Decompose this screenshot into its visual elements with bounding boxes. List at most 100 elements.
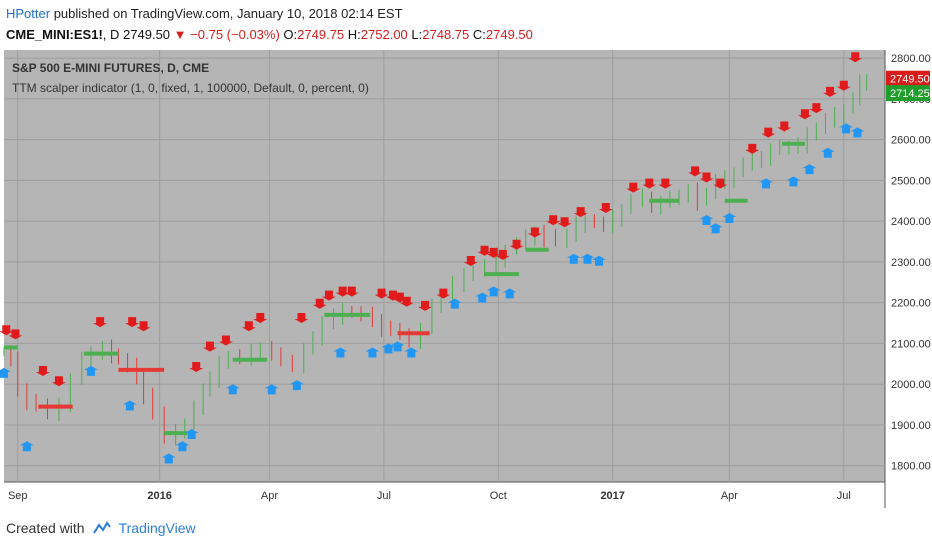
sell-arrow-icon: [93, 317, 108, 328]
x-tick-label: 2016: [147, 490, 171, 502]
open-label: O:: [283, 27, 298, 42]
chart-subtitle: TTM scalper indicator (1, 0, fixed, 1, 1…: [12, 81, 369, 95]
sell-arrow-icon: [809, 103, 824, 114]
close-label: C:: [472, 27, 486, 42]
close-value: 2749.50: [485, 27, 533, 42]
buy-arrow-icon: [264, 384, 279, 395]
buy-arrow-icon: [122, 400, 137, 411]
x-tick-label: Sep: [8, 490, 28, 502]
sell-arrow-icon: [436, 288, 451, 299]
sell-arrow-icon: [823, 86, 838, 97]
buy-arrow-icon: [381, 343, 396, 354]
x-tick-label: Jul: [377, 490, 391, 502]
sell-arrow-icon: [486, 247, 501, 258]
price-tags: 2749.50 2714.25: [886, 70, 930, 102]
sell-arrow-icon: [218, 335, 233, 346]
y-tick-label: 2800.00: [891, 53, 931, 65]
stop-price-tag-label: 2714.25: [890, 88, 930, 100]
stop-price-tag-box: [886, 85, 930, 102]
symbol-name: CME_MINI:ES1!: [6, 27, 103, 42]
sell-arrow-icon: [136, 321, 151, 332]
sell-arrow-icon: [477, 245, 492, 256]
tradingview-logo-icon: [92, 521, 111, 534]
sell-arrow-icon: [658, 178, 673, 189]
chart-container[interactable]: 2800.002700.002600.002500.002400.002300.…: [0, 48, 932, 508]
sell-arrow-icon: [836, 80, 851, 91]
sell-arrow-icon: [573, 207, 588, 218]
buy-arrow-icon: [486, 286, 501, 297]
sell-arrow-icon: [418, 300, 433, 311]
last-price-tag-box: [886, 70, 930, 87]
x-tick-label: Jul: [837, 490, 851, 502]
price-bars: [3, 74, 868, 446]
sell-arrow-icon: [294, 313, 309, 324]
x-tick-label: Apr: [261, 490, 278, 502]
sell-arrow-icon: [344, 286, 359, 297]
buy-arrow-icon: [839, 123, 854, 134]
sell-arrow-icon: [8, 329, 23, 340]
x-axis: Sep2016AprJulOct2017AprJulOct2018: [8, 490, 851, 502]
created-with-text: Created with: [6, 520, 85, 536]
low-label: L:: [411, 27, 423, 42]
author-link[interactable]: HPotter: [6, 6, 51, 21]
sell-arrow-icon: [335, 286, 350, 297]
y-axis: 2800.002700.002600.002500.002400.002300.…: [891, 53, 931, 473]
sell-arrow-icon: [0, 325, 14, 336]
plot-background: [4, 50, 885, 482]
buy-arrow-icon: [759, 178, 774, 189]
sell-arrow-icon: [713, 178, 728, 189]
y-tick-label: 2000.00: [891, 379, 931, 391]
buy-arrow-icon: [365, 347, 380, 358]
sell-arrow-icon: [546, 215, 561, 226]
buy-arrow-icon: [447, 298, 462, 309]
sell-arrow-icon: [699, 172, 714, 183]
sell-arrow-icon: [777, 121, 792, 132]
chart-title: S&P 500 E-MINI FUTURES, D, CME: [12, 61, 209, 75]
x-axis-strip: [4, 482, 885, 508]
sell-arrow-icon: [626, 182, 641, 193]
sell-arrow-icon: [189, 361, 204, 372]
buy-arrow-icon: [83, 365, 98, 376]
open-value: 2749.75: [297, 27, 345, 42]
buy-arrow-icon: [175, 441, 190, 452]
buy-arrow-icon: [225, 384, 240, 395]
sell-arrow-icon: [745, 143, 760, 154]
buy-arrow-icon: [404, 347, 419, 358]
sell-arrow-icon: [253, 313, 268, 324]
y-tick-label: 1900.00: [891, 420, 931, 432]
y-tick-label: 2300.00: [891, 257, 931, 269]
buy-arrow-icon: [820, 147, 835, 158]
sell-arrow-icon: [848, 52, 863, 63]
price-chart[interactable]: 2800.002700.002600.002500.002400.002300.…: [0, 48, 932, 508]
x-tick-label: Apr: [721, 490, 738, 502]
sell-arrow-icon: [509, 239, 524, 250]
signal-arrows: [0, 52, 865, 464]
buy-arrow-icon: [390, 341, 405, 352]
grid-lines: [4, 50, 885, 482]
sell-arrow-icon: [399, 296, 414, 307]
tradingview-brand[interactable]: TradingView: [118, 520, 196, 536]
y-tick-label: 2500.00: [891, 175, 931, 187]
buy-arrow-icon: [802, 164, 817, 175]
sell-arrow-icon: [598, 203, 613, 214]
sell-arrow-icon: [642, 178, 657, 189]
buy-arrow-icon: [722, 213, 737, 224]
sell-arrow-icon: [527, 227, 542, 238]
x-tick-label: 2017: [600, 490, 624, 502]
high-label: H:: [347, 27, 361, 42]
buy-arrow-icon: [19, 441, 34, 452]
y-tick-label: 2600.00: [891, 135, 931, 147]
buy-arrow-icon: [502, 288, 517, 299]
last-price: 2749.50: [123, 27, 171, 42]
buy-arrow-icon: [580, 253, 595, 264]
sell-arrow-icon: [463, 256, 478, 266]
buy-arrow-icon: [289, 380, 304, 391]
symbol-info-line: CME_MINI:ES1!, D 2749.50 ▼ −0.75 (−0.03%…: [6, 27, 533, 42]
y-tick-label: 1800.00: [891, 461, 931, 473]
sell-arrow-icon: [495, 249, 510, 260]
sell-arrow-icon: [125, 317, 140, 328]
buy-arrow-icon: [475, 292, 490, 303]
last-price-tag-label: 2749.50: [890, 74, 930, 86]
y-tick-label: 2100.00: [891, 338, 931, 350]
sell-arrow-icon: [202, 341, 217, 352]
